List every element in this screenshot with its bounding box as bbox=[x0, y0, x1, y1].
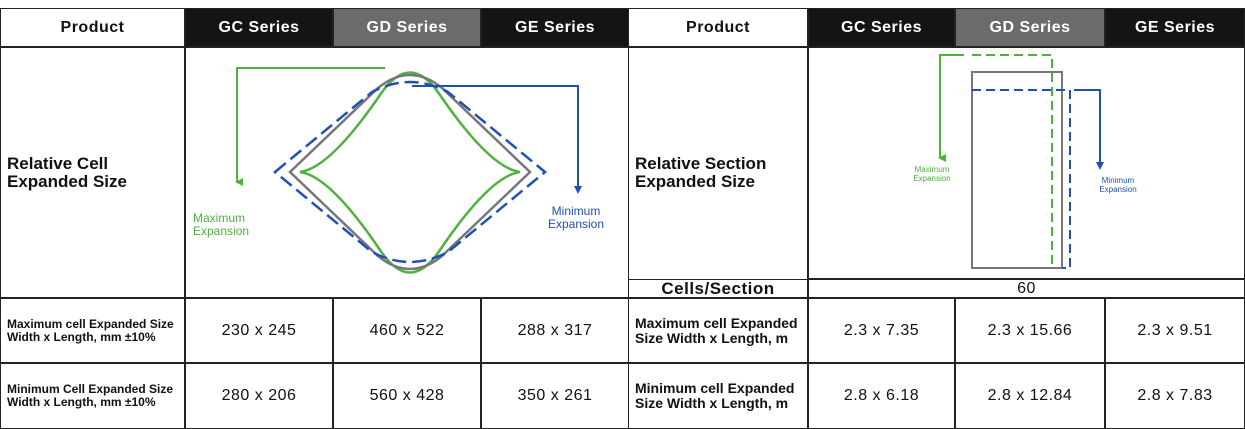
column-header: GD Series bbox=[955, 8, 1105, 47]
cell-value: 2.3 x 15.66 bbox=[955, 298, 1105, 363]
row-label: Relative Cell Expanded Size bbox=[0, 47, 185, 298]
column-header: GC Series bbox=[185, 8, 333, 47]
section-diagram bbox=[938, 54, 1104, 269]
cell-diagram bbox=[235, 67, 582, 274]
column-header: Product bbox=[628, 8, 808, 47]
column-header: GD Series bbox=[333, 8, 481, 47]
cell-value: 288 x 317 bbox=[481, 298, 629, 363]
max-expansion-label: Maximum Expansion bbox=[913, 165, 951, 183]
row-label: Cells/Section bbox=[628, 279, 808, 298]
cell-value: 460 x 522 bbox=[333, 298, 481, 363]
row-label: Maximum cell Expanded Size Width x Lengt… bbox=[628, 298, 808, 363]
row-label: Minimum Cell Expanded Size Width x Lengt… bbox=[0, 363, 185, 429]
row-label: Maximum cell Expanded Size Width x Lengt… bbox=[0, 298, 185, 363]
column-header: GE Series bbox=[481, 8, 629, 47]
max-expansion-label: Maximum Expansion bbox=[193, 211, 250, 239]
cell-value: 2.3 x 7.35 bbox=[808, 298, 955, 363]
min-expansion-label: Minimum Expansion bbox=[547, 204, 605, 232]
row-label: Relative Section Expanded Size bbox=[628, 47, 808, 298]
diagram-cell bbox=[185, 47, 629, 298]
min-expansion-label: Minimum Expansion bbox=[1099, 176, 1137, 194]
column-header: GE Series bbox=[1105, 8, 1245, 47]
column-header: GC Series bbox=[808, 8, 955, 47]
column-header: Product bbox=[0, 8, 185, 47]
cell-value: 230 x 245 bbox=[185, 298, 333, 363]
